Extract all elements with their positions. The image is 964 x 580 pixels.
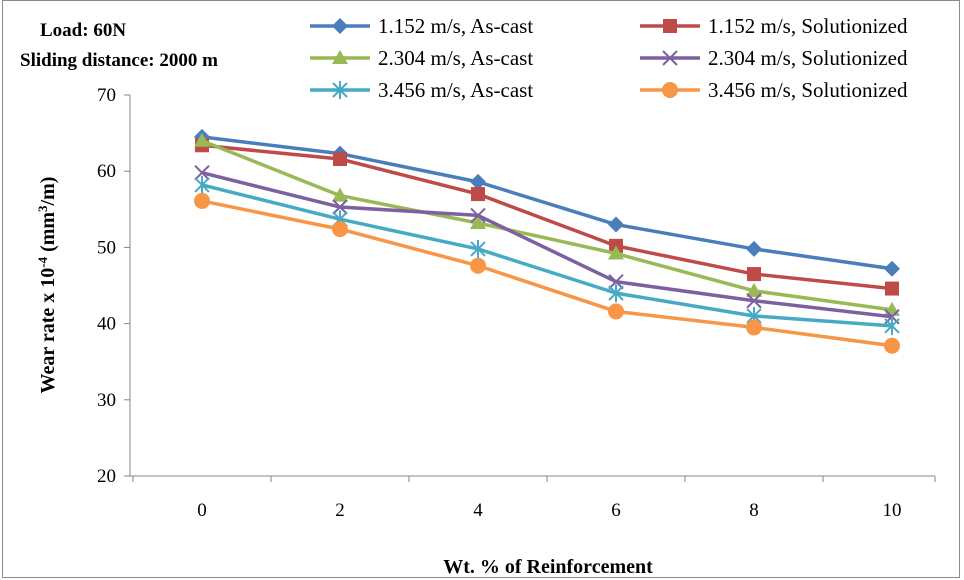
series-line bbox=[201, 135, 893, 271]
data-point bbox=[194, 165, 210, 181]
y-axis-title-unit-exp: 3 bbox=[35, 205, 50, 212]
data-point bbox=[194, 175, 210, 194]
data-point bbox=[885, 281, 899, 296]
data-point bbox=[470, 173, 486, 190]
legend-marker bbox=[332, 81, 348, 99]
data-point bbox=[608, 216, 624, 233]
data-point bbox=[333, 152, 347, 167]
legend-item: 1.152 m/s, As-cast bbox=[310, 14, 533, 38]
series-layer bbox=[194, 128, 900, 354]
y-axis-title-unit-close: /m) bbox=[37, 177, 59, 207]
legend: 1.152 m/s, As-cast 1.152 m/s, Solutionize… bbox=[310, 14, 908, 102]
y-tick-label: 30 bbox=[97, 390, 116, 411]
data-point bbox=[470, 257, 486, 274]
series-6 bbox=[194, 192, 900, 354]
data-point bbox=[746, 240, 762, 257]
load-annotation: Load: 60N bbox=[40, 20, 126, 41]
data-point bbox=[470, 215, 486, 230]
legend-marker bbox=[662, 50, 678, 66]
data-point bbox=[470, 207, 486, 224]
legend-marker bbox=[662, 82, 678, 98]
data-point bbox=[746, 282, 762, 297]
series-line bbox=[201, 139, 893, 312]
x-tick-label: 4 bbox=[473, 500, 483, 521]
data-point bbox=[470, 239, 486, 258]
legend-item: 2.304 m/s, Solutionized bbox=[640, 46, 908, 70]
x-tick-label: 2 bbox=[335, 500, 345, 521]
data-point bbox=[194, 192, 210, 209]
axes: 20 30 40 50 60 70 0 2 4 6 8 10 bbox=[97, 85, 936, 521]
x-tick-label: 8 bbox=[749, 500, 759, 521]
legend-label: 2.304 m/s, Solutionized bbox=[708, 46, 908, 70]
data-point bbox=[332, 221, 348, 238]
data-point bbox=[884, 260, 900, 277]
data-point bbox=[884, 337, 900, 354]
y-tick-label: 60 bbox=[97, 161, 116, 182]
series-line bbox=[201, 171, 893, 319]
y-tick-label: 20 bbox=[97, 466, 116, 487]
y-tick-label: 40 bbox=[97, 314, 116, 335]
x-tick-label: 0 bbox=[197, 500, 207, 521]
legend-label: 3.456 m/s, Solutionized bbox=[708, 78, 908, 102]
data-point bbox=[608, 303, 624, 320]
series-1 bbox=[194, 128, 900, 277]
series-4 bbox=[194, 165, 900, 325]
data-point bbox=[746, 293, 762, 309]
legend-marker bbox=[663, 19, 677, 33]
data-point bbox=[746, 319, 762, 336]
legend-item: 1.152 m/s, Solutionized bbox=[640, 14, 908, 38]
data-point bbox=[608, 245, 624, 260]
data-point bbox=[608, 273, 624, 290]
y-axis-title: Wear rate x 10-4 (mm3/m) bbox=[35, 177, 59, 394]
data-point bbox=[332, 187, 348, 202]
y-axis-title-unit-open: (mm bbox=[37, 212, 59, 257]
data-point bbox=[471, 187, 485, 202]
legend-label: 2.304 m/s, As-cast bbox=[378, 46, 533, 70]
series-line bbox=[201, 143, 893, 291]
legend-label: 3.456 m/s, As-cast bbox=[378, 78, 533, 102]
legend-marker bbox=[332, 18, 348, 34]
data-point bbox=[332, 199, 348, 215]
y-tick-label: 50 bbox=[97, 237, 116, 258]
sliding-distance-annotation: Sliding distance: 2000 m bbox=[20, 50, 218, 71]
y-axis-title-exponent: -4 bbox=[35, 256, 50, 267]
legend-item: 3.456 m/s, Solutionized bbox=[640, 78, 908, 102]
x-axis-title: Wt. % of Reinforcement bbox=[443, 556, 653, 578]
data-point bbox=[608, 284, 624, 303]
series-line bbox=[201, 199, 893, 348]
legend-label: 1.152 m/s, As-cast bbox=[378, 14, 533, 38]
x-tick-label: 10 bbox=[883, 500, 902, 521]
y-tick-label: 70 bbox=[97, 85, 116, 106]
data-point bbox=[194, 132, 210, 147]
data-point bbox=[747, 267, 761, 282]
legend-label: 1.152 m/s, Solutionized bbox=[708, 14, 908, 38]
legend-item: 2.304 m/s, As-cast bbox=[310, 46, 533, 70]
y-axis-title-prefix: Wear rate x 10 bbox=[37, 268, 59, 394]
series-line bbox=[201, 183, 893, 328]
data-point bbox=[884, 316, 900, 335]
x-tick-label: 6 bbox=[611, 500, 621, 521]
legend-marker bbox=[332, 50, 348, 64]
legend-item: 3.456 m/s, As-cast bbox=[310, 78, 533, 102]
